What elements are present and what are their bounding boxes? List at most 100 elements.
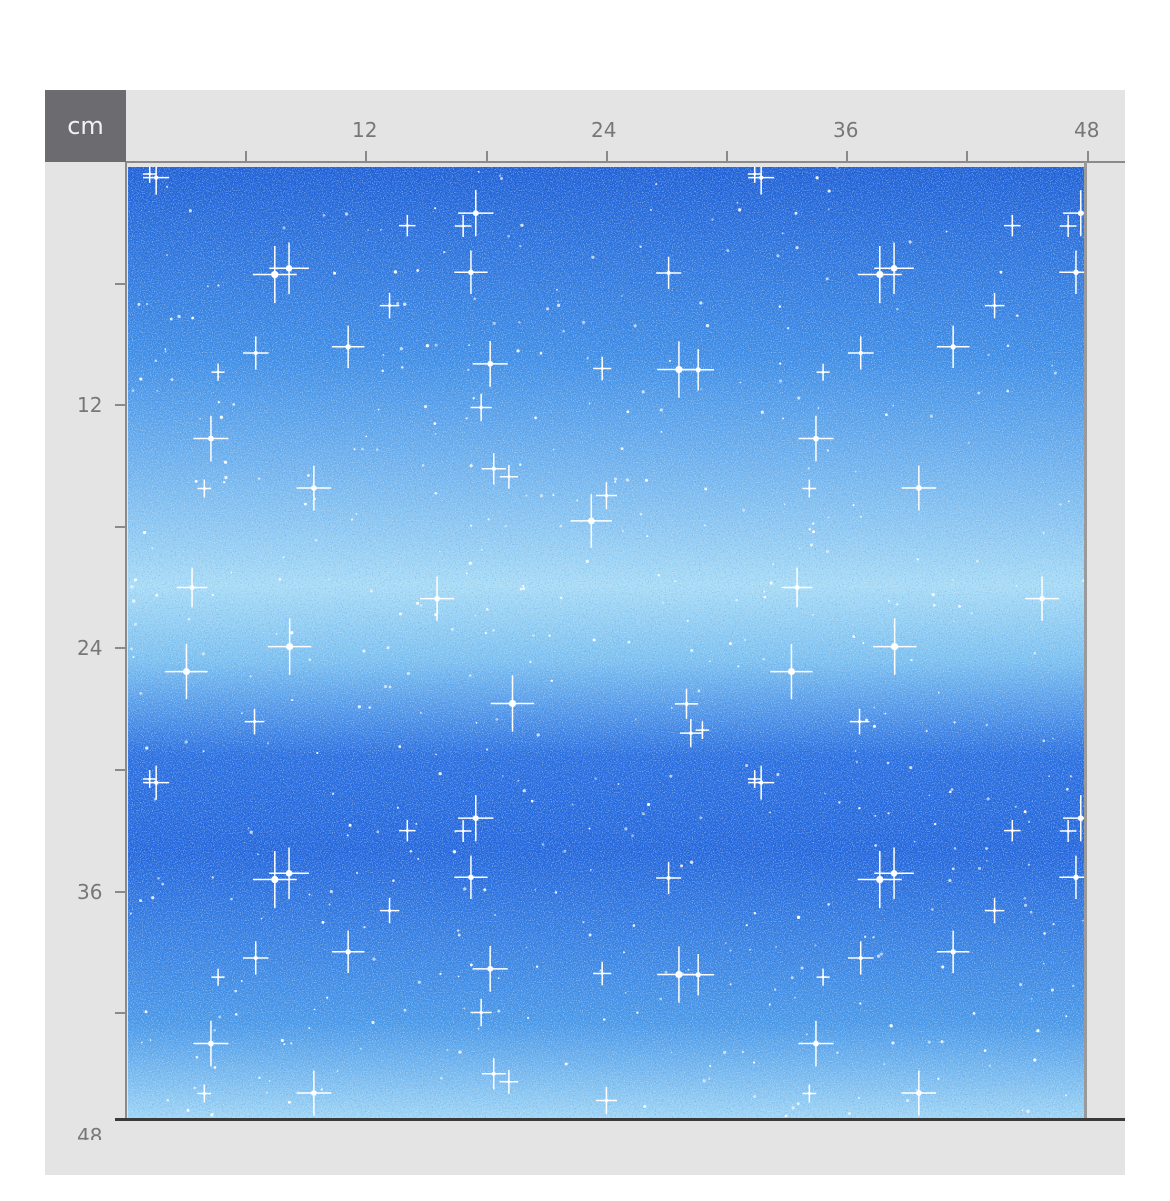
- glitter-dot: [929, 414, 933, 418]
- sparkle-core: [345, 344, 351, 350]
- glitter-dot: [131, 389, 135, 393]
- glitter-dot: [745, 924, 748, 927]
- glitter-dot: [930, 908, 934, 911]
- glitter-dot: [419, 604, 423, 607]
- glitter-dot: [396, 301, 400, 305]
- glitter-dot: [783, 503, 786, 506]
- glitter-dot: [485, 607, 489, 611]
- glitter-dot: [855, 760, 859, 763]
- glitter-dot: [588, 402, 591, 405]
- glitter-dot: [308, 893, 311, 896]
- glitter-dot: [434, 613, 437, 617]
- glitter-dot: [454, 830, 457, 833]
- glitter-dot: [392, 879, 395, 883]
- glitter-dot: [170, 378, 174, 382]
- glitter-dot: [211, 876, 214, 879]
- glitter-dot: [586, 357, 589, 360]
- sparkle-core: [345, 949, 351, 955]
- glitter-dot: [1023, 810, 1027, 814]
- glitter-dot: [409, 849, 413, 853]
- glitter-dot: [709, 1065, 712, 1068]
- glitter-dot: [446, 1048, 449, 1051]
- sparkle-core: [434, 595, 440, 602]
- glitter-dot: [240, 979, 243, 982]
- glitter-dot: [631, 834, 634, 837]
- sparkle-core: [148, 172, 152, 176]
- glitter-dot: [916, 558, 919, 561]
- glitter-dot: [328, 903, 331, 906]
- sparkle-core: [876, 270, 884, 279]
- glitter-dot: [854, 470, 857, 473]
- glitter-dot: [485, 748, 489, 751]
- glitter-dot: [320, 1088, 323, 1091]
- glitter-dot: [452, 850, 457, 854]
- glitter-dot: [522, 789, 526, 793]
- sparkle-core: [753, 777, 757, 781]
- glitter-dot: [199, 417, 201, 420]
- glitter-dot: [624, 991, 627, 994]
- glitter-dot: [1015, 314, 1019, 318]
- y-tick-label: 48: [77, 1124, 103, 1140]
- x-tick-label: 12: [352, 118, 378, 142]
- sparkle-core: [1066, 829, 1070, 833]
- glitter-dot: [687, 968, 690, 971]
- glitter-dot: [213, 1066, 217, 1069]
- glitter-dot: [949, 790, 952, 794]
- glitter-dot: [164, 348, 167, 350]
- glitter-dot: [393, 270, 398, 274]
- glitter-dot: [516, 349, 520, 353]
- x-tick: [846, 151, 849, 162]
- glitter-dot: [381, 369, 385, 373]
- sparkle-core: [252, 719, 257, 724]
- sparkle-core: [695, 972, 701, 978]
- glitter-dot: [599, 969, 602, 972]
- bottom-edge: [115, 1118, 1125, 1121]
- glitter-dot: [534, 416, 537, 420]
- glitter-dot: [396, 806, 400, 809]
- sparkle-core: [153, 175, 159, 180]
- glitter-dot: [729, 983, 732, 986]
- sparkle-core: [675, 970, 683, 979]
- fabric-noise-light: [128, 167, 1084, 1118]
- glitter-dot: [191, 316, 195, 320]
- glitter-dot: [873, 706, 876, 709]
- glitter-dot: [492, 321, 496, 326]
- glitter-dot: [1043, 932, 1046, 935]
- glitter-dot: [560, 596, 563, 599]
- glitter-dot: [403, 1008, 407, 1012]
- glitter-dot: [975, 559, 979, 563]
- sparkle-core: [890, 869, 898, 877]
- sparkle-core: [807, 1091, 811, 1095]
- glitter-dot: [932, 603, 936, 607]
- glitter-dot: [166, 185, 169, 188]
- sparkle-core: [675, 365, 683, 374]
- sparkle-core: [700, 728, 704, 732]
- glitter-dot: [483, 888, 487, 892]
- sparkles: [129, 167, 1084, 1118]
- glitter-dot: [206, 285, 209, 288]
- glitter-dot: [999, 270, 1003, 274]
- sparkle-core: [666, 875, 671, 881]
- glitter-dot: [791, 1106, 795, 1110]
- glitter-dot: [874, 844, 877, 847]
- glitter-dot: [776, 772, 780, 777]
- sparkle-core: [787, 668, 795, 676]
- glitter-dot: [884, 712, 887, 715]
- glitter-dot: [827, 903, 830, 906]
- glitter-dot: [275, 633, 278, 635]
- glitter-dot: [468, 674, 472, 677]
- glitter-dot: [468, 561, 473, 565]
- glitter-dot: [202, 750, 205, 753]
- glitter-dot: [895, 603, 899, 606]
- glitter-dot: [805, 1033, 808, 1036]
- glitter-dot: [1065, 1094, 1068, 1097]
- glitter-dot: [416, 269, 419, 272]
- glitter-dot: [1030, 997, 1033, 1000]
- sparkle-core: [890, 264, 898, 272]
- glitter-dot: [950, 788, 954, 791]
- glitter-dot: [234, 1013, 238, 1016]
- glitter-dot: [519, 244, 522, 248]
- glitter-dot: [536, 733, 540, 737]
- glitter-dot: [1052, 737, 1054, 740]
- glitter-dot: [1082, 578, 1084, 583]
